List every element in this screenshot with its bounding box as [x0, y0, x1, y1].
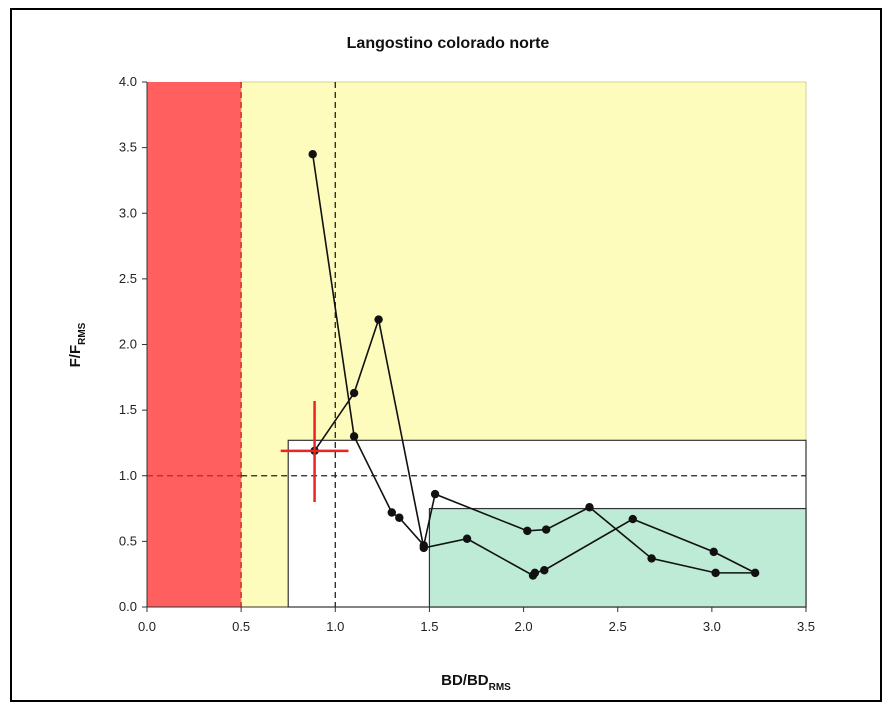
trajectory-line [311, 154, 756, 577]
data-point-7 [541, 525, 551, 534]
data-point-2 [387, 508, 396, 517]
data-point-18 [419, 543, 428, 553]
data-point-20 [349, 388, 359, 398]
x-tick-label-4: 2.0 [515, 619, 533, 634]
data-point-11 [750, 568, 760, 578]
chart-title: Langostino colorado norte [347, 35, 550, 52]
x-tick-label-5: 2.5 [609, 619, 627, 634]
x-tick-label-7: 3.5 [797, 619, 815, 634]
data-point-17 [462, 534, 472, 543]
y-tick-label-0: 0.0 [119, 599, 137, 614]
reference-lines [147, 82, 806, 607]
data-point-12 [709, 547, 718, 557]
data-point-3 [395, 513, 404, 522]
y-axis-label-sub: RMS [77, 322, 88, 345]
data-point-13 [628, 514, 637, 524]
y-tick-label-5: 2.5 [119, 271, 137, 286]
y-tick-label-8: 4.0 [119, 74, 137, 89]
data-point-6 [523, 526, 532, 536]
x-tick-label-6: 3.0 [703, 619, 721, 634]
status-regions [147, 81, 807, 608]
red-zone [147, 82, 242, 607]
axes: 0.0 0.5 1.0 1.5 2.0 2.5 3.0 3.5 0.0 0.5 1.0 1.5 2.0 2… [119, 74, 815, 634]
green-zone [428, 507, 807, 608]
x-axis-label-main: BD/BD [441, 672, 489, 689]
x-tick-label-2: 1.0 [326, 619, 344, 634]
x-tick-label-0: 0.0 [138, 619, 156, 634]
x-tick-label-1: 0.5 [232, 619, 250, 634]
trajectory-series [308, 149, 760, 580]
y-tick-label-3: 1.5 [119, 402, 137, 417]
data-point-16 [528, 571, 538, 580]
data-point-10 [711, 568, 720, 578]
y-tick-label-7: 3.5 [119, 140, 137, 155]
y-axis-label: F/FRMS [67, 322, 88, 367]
x-axis-label-sub: RMS [489, 682, 512, 693]
data-point-8 [585, 503, 594, 512]
data-point-1 [349, 432, 359, 441]
data-point-9 [647, 554, 656, 563]
current-status-marker [280, 400, 349, 502]
y-tick-label-1: 0.5 [119, 533, 137, 548]
x-tick-label-3: 1.5 [420, 619, 438, 634]
x-axis-label: BD/BDRMS [441, 672, 511, 693]
y-tick-label-6: 3.0 [119, 205, 137, 220]
y-tick-label-4: 2.0 [119, 337, 137, 352]
y-tick-label-2: 1.0 [119, 468, 137, 483]
y-axis-label-main: F/F [67, 345, 84, 368]
data-point-14 [540, 566, 549, 575]
data-point-5 [430, 489, 440, 499]
data-point-19 [374, 315, 383, 324]
data-point-0 [308, 149, 317, 159]
